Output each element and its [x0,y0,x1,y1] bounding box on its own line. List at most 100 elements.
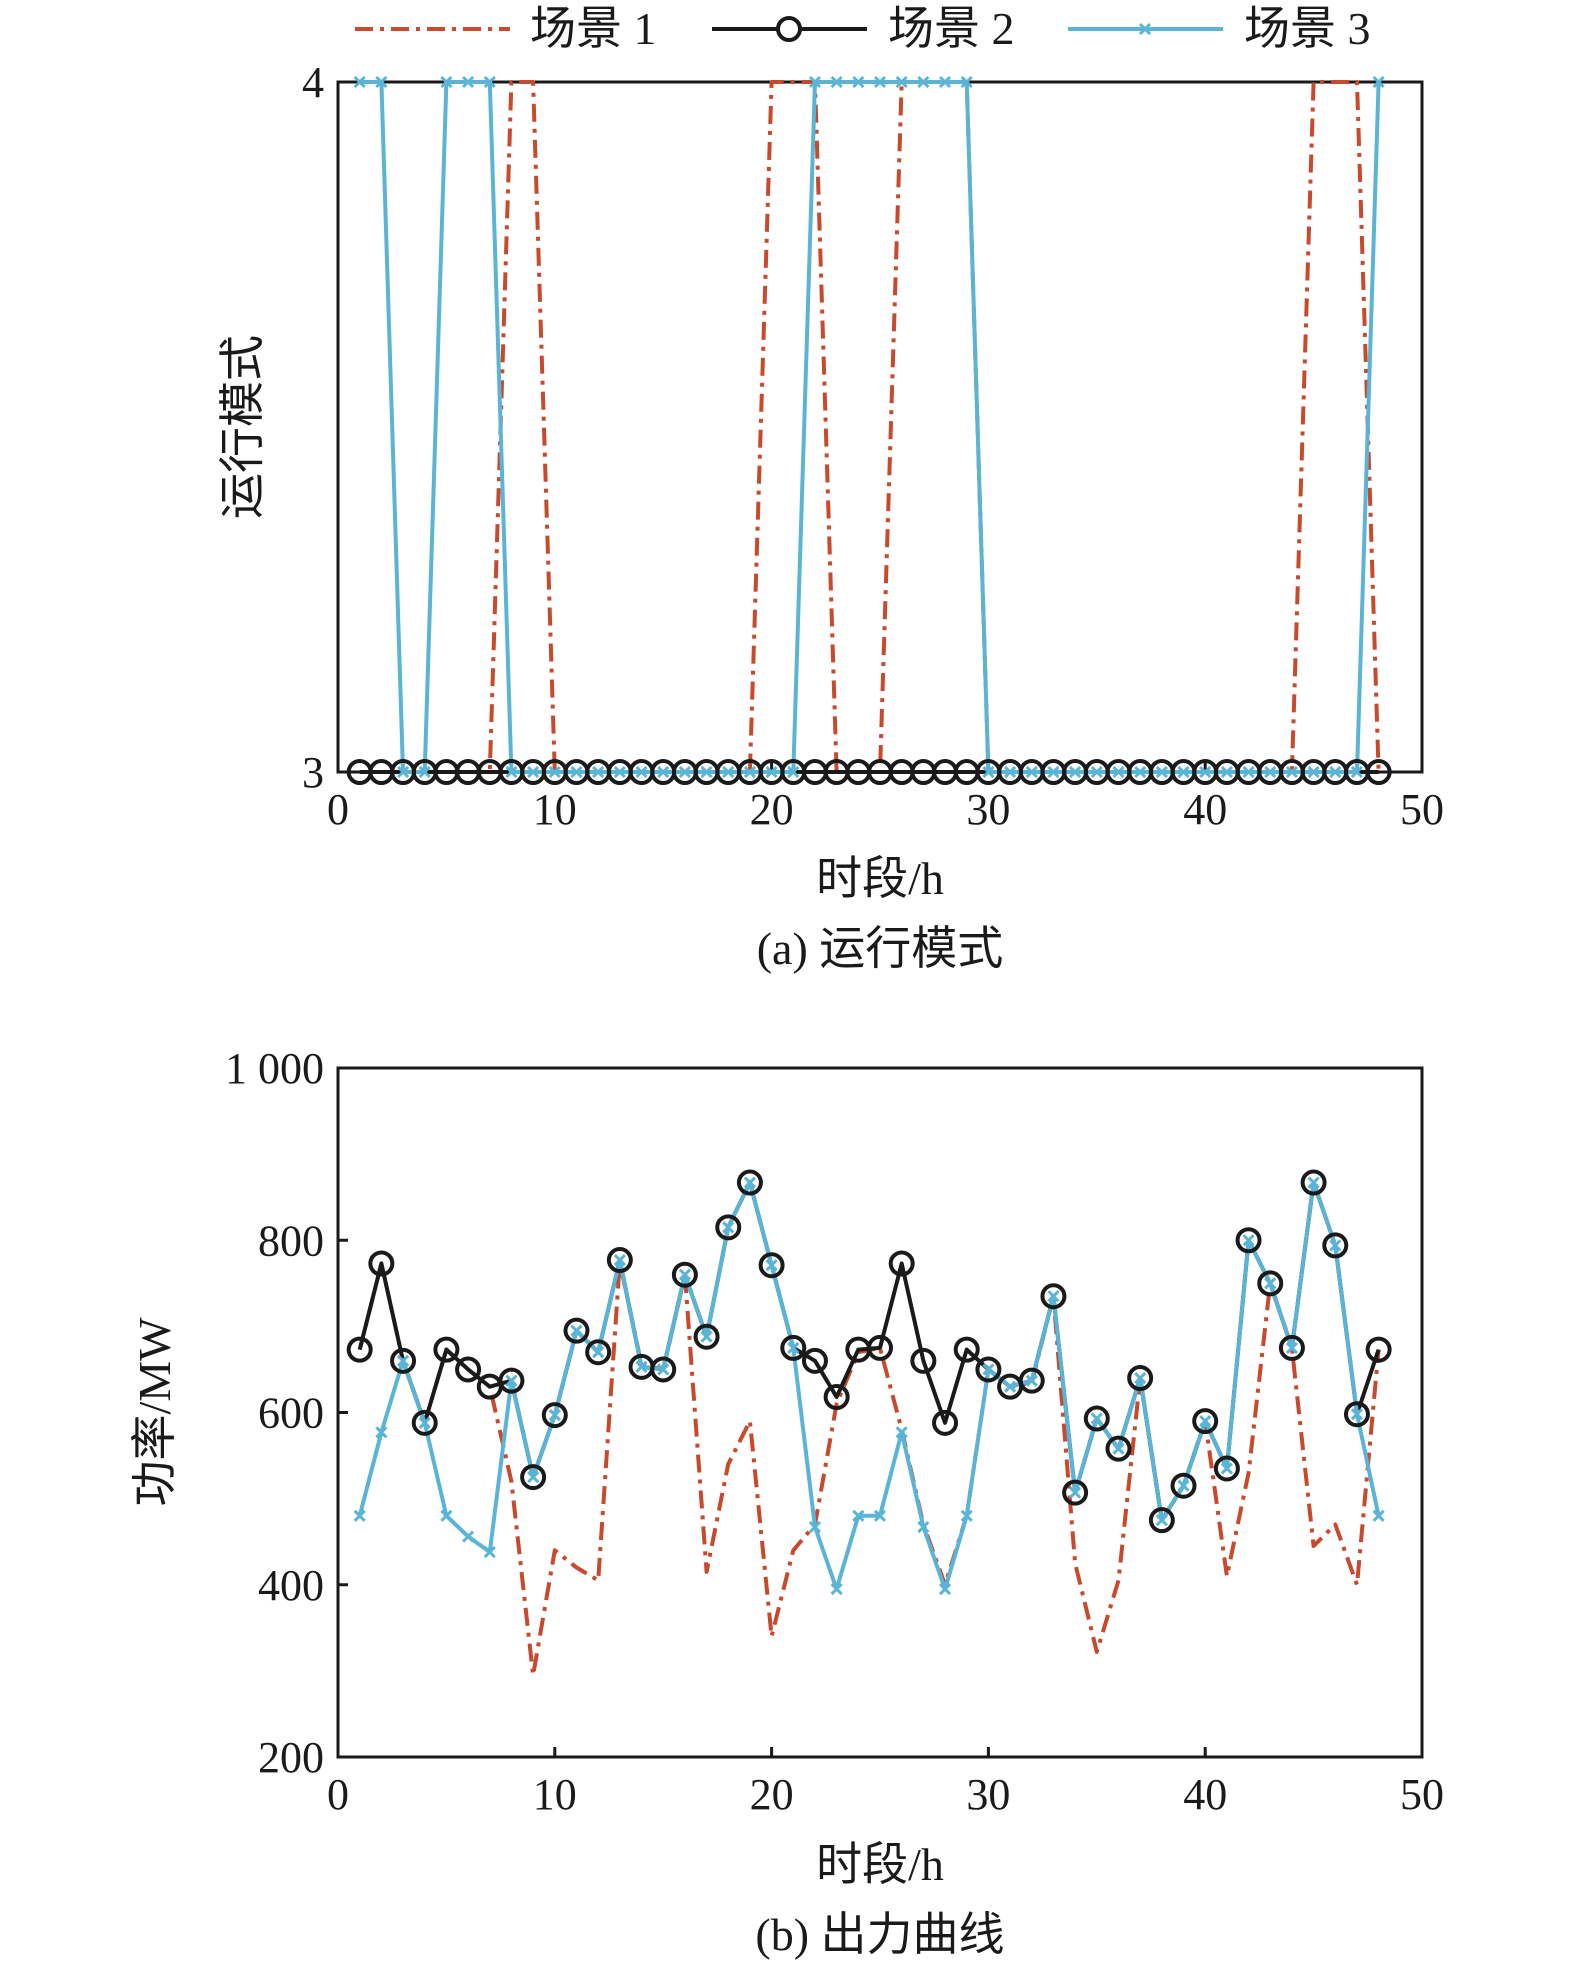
power-chart-scenario2-point [1322,1232,1349,1259]
power-chart-scenario2-point [650,1356,677,1383]
mode-chart-scenario3-point [1134,765,1147,779]
power-chart-scenario3-point [375,1426,388,1439]
power-chart-scenario2-point [1018,1367,1045,1394]
power-chart-scenario2-point [455,1356,482,1383]
power-chart-scenario3-point [1025,1374,1038,1387]
power-chart-scenario3-point [1199,1415,1212,1428]
power-chart-scenario2-point [585,1339,612,1366]
mode-chart-scenario3-point [1242,765,1255,779]
mode-chart-xtick-label: 50 [1400,785,1444,834]
mode-chart-scenario3-point [1285,765,1298,779]
mode-chart-scenario3-point [440,75,453,89]
mode-chart-scenario3-point [938,75,952,89]
power-chart-scenario3-point [1047,1290,1060,1303]
power-chart-series [346,1169,1392,1678]
power-chart-xtick-label: 10 [533,1770,577,1819]
mode-chart-xtick-label: 30 [966,785,1010,834]
power-chart-scenario2-point [932,1409,959,1436]
mode-chart-caption: (a) 运行模式 [757,923,1004,974]
power-chart-scenario3-point [1134,1371,1147,1385]
power-chart-scenario3-point [483,1545,496,1559]
power-chart-scenario2-point [1040,1283,1067,1310]
power-chart-scenario2-point [693,1323,720,1350]
power-chart-scenario2-point [563,1317,590,1344]
mode-chart-ticks: 0 10 20 30 40 50 3 4 [302,58,1444,834]
power-chart-scenario3-point [613,1253,626,1267]
power-chart-scenario3-point [743,1176,756,1189]
power-chart-scenario3-point [353,1509,366,1522]
power-chart-scenario3-line [357,1180,1381,1592]
power-chart-scenario2-point [606,1247,633,1274]
mode-chart-scenario3-point [1155,765,1168,779]
power-chart-scenario3-point [1372,1509,1385,1522]
mode-chart-scenario3-point [743,765,756,779]
power-chart-scenario2-point [520,1464,547,1491]
power-chart-scenario3-point [418,1416,431,1429]
mode-chart-scenario3-point [1264,765,1277,779]
mode-chart-scenario3-point [505,765,518,779]
power-chart-scenario3-point [830,1582,843,1596]
legend-scenario3-label: 场景 3 [1244,3,1371,54]
power-chart-ytick-label: 800 [258,1216,324,1265]
mode-chart-scenario3-point [570,765,583,779]
power-chart-scenario2-point [1235,1227,1262,1254]
mode-chart-scenario3-point [830,75,843,89]
mode-chart-ylabel: 运行模式 [217,335,268,519]
power-chart-scenario2-point [780,1334,807,1361]
power-chart-scenario2-point [1365,1336,1392,1363]
power-chart-xtick-label: 20 [750,1770,794,1819]
power-chart-ticks: 0 10 20 30 40 50 200 400 600 800 1 000 [225,1044,1444,1819]
power-chart-scenario2-point [1105,1435,1132,1462]
mode-chart-scenario3-point [895,75,908,89]
mode-chart-scenario3-point [1329,765,1342,779]
power-chart-scenario3-point [592,1346,605,1359]
power-chart-scenario3-point [1242,1234,1255,1247]
power-chart-scenario3-point [1350,1408,1364,1421]
power-chart-scenario2-point [1083,1405,1110,1432]
power-chart-scenario2-point [390,1347,417,1374]
mode-chart-scenario3-point [722,765,735,779]
power-chart-scenario3-point [722,1221,735,1234]
mode-chart-ytick-label: 4 [302,58,324,107]
power-chart-scenario2-point [910,1347,937,1374]
power-chart-scenario2-point [411,1409,438,1436]
power-chart-xtick-label: 50 [1400,1770,1444,1819]
legend-scenario2-label: 场景 2 [888,3,1015,54]
legend-scenario3-marker [1138,22,1152,36]
power-chart-scenario2-point [1257,1270,1284,1297]
power-chart-xlabel: 时段/h [816,1839,944,1890]
power-chart-ytick-label: 1 000 [225,1044,324,1093]
mode-chart-scenario3-point [678,765,691,779]
mode-chart-scenario3-point [418,765,431,779]
power-chart-scenario3-point [1307,1176,1320,1189]
power-chart-scenario2-point [1192,1408,1219,1435]
power-chart-scenario3-point [657,1363,670,1376]
power-chart-scenario3-point [1112,1442,1125,1455]
power-chart-scenario3-point [852,1509,865,1522]
mode-chart-scenario3-point [483,75,496,89]
power-chart-xtick-label: 40 [1183,1770,1227,1819]
power-chart-xtick-label: 30 [966,1770,1010,1819]
power-chart-scenario3-point [1177,1479,1190,1492]
mode-chart-plot-area [336,80,1424,774]
power-chart-scenario3-point [1155,1514,1168,1527]
mode-chart-scenario3-point [1112,765,1125,779]
mode-chart-scenario3-point [375,75,388,89]
power-chart-scenario2-point [953,1336,980,1363]
power-chart-scenario3-point [505,1374,518,1387]
mode-chart-scenario3-point [527,765,540,779]
power-chart-scenario2-point [975,1356,1002,1383]
power-chart-scenario3-point [1329,1239,1342,1252]
mode-chart-scenario3-point [1307,765,1320,779]
mode-chart-scenario3-point [657,765,670,779]
power-chart-scenario2-point [801,1347,828,1374]
power-chart-scenario3-point [700,1330,713,1343]
power-chart-scenario2-point [1062,1479,1089,1506]
mode-chart-scenario3-point [1220,765,1233,779]
power-chart-scenario3-point [873,1509,887,1522]
power-chart-scenario2-point [1213,1455,1240,1482]
power-chart-scenario3-point [440,1509,453,1522]
power-chart-scenario2-point [1170,1472,1197,1499]
mode-chart: 0 10 20 30 40 50 3 4 运行模式 时段/h (a) 运行模式 [217,58,1444,974]
mode-chart-scenario3-point [462,75,475,89]
